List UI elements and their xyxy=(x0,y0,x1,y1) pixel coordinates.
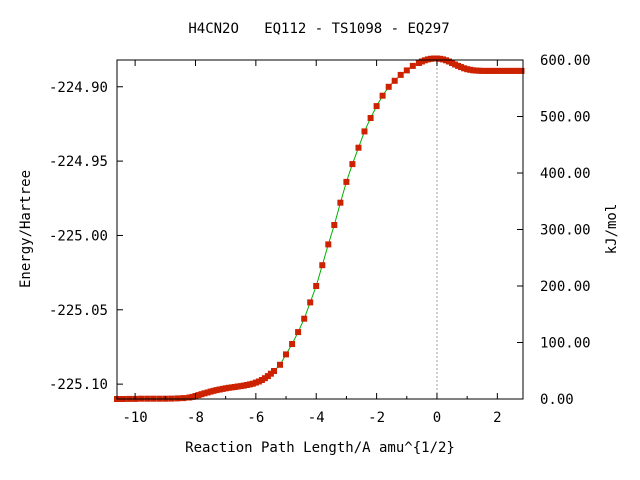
y2-tick-label: 600.00 xyxy=(540,53,591,69)
data-point xyxy=(355,144,362,151)
data-point xyxy=(301,315,308,322)
data-point xyxy=(313,283,320,289)
y2-tick-label: 200.00 xyxy=(540,279,591,295)
y2-tick-label: 400.00 xyxy=(540,166,591,182)
y2-tick-label: 0.00 xyxy=(540,392,574,408)
data-point xyxy=(271,368,277,374)
data-point xyxy=(518,67,525,74)
y2-tick-label: 500.00 xyxy=(540,110,591,126)
data-point xyxy=(367,115,374,121)
data-point xyxy=(427,55,434,62)
data-point xyxy=(361,128,368,135)
data-point xyxy=(409,62,416,69)
data-point xyxy=(180,395,187,402)
data-point xyxy=(337,199,344,206)
y-axis-ticks: -224.90 -224.95 -225.00 -225.05 -225.10 xyxy=(49,80,123,393)
data-point xyxy=(283,351,289,358)
x-axis-ticks: -10 -8 -6 -4 -2 0 2 xyxy=(122,60,502,426)
data-point xyxy=(461,65,468,72)
x-tick-label: -6 xyxy=(247,410,264,426)
data-point xyxy=(201,390,208,397)
data-point xyxy=(216,386,223,393)
x-tick-label: 0 xyxy=(433,410,441,426)
y2-axis-label: kJ/mol xyxy=(604,204,620,255)
data-point xyxy=(397,71,404,78)
data-point xyxy=(277,361,283,368)
data-point xyxy=(267,370,274,377)
chart-title: H4CN2O EQ112 - TS1098 - EQ297 xyxy=(188,21,449,37)
data-point xyxy=(403,67,410,74)
data-point xyxy=(446,58,452,65)
y-tick-label: -224.95 xyxy=(49,154,108,170)
y2-axis-ticks: 0.00 100.00 200.00 300.00 400.00 500.00 600.00 xyxy=(517,53,591,408)
data-point xyxy=(295,329,302,336)
data-point xyxy=(234,383,241,390)
data-point xyxy=(307,299,314,306)
y-tick-label: -225.00 xyxy=(49,228,108,244)
data-point xyxy=(249,380,256,387)
x-tick-label: -10 xyxy=(122,410,147,426)
data-point xyxy=(373,103,380,110)
y2-tick-label: 300.00 xyxy=(540,223,591,239)
y-tick-label: -225.05 xyxy=(49,303,108,319)
x-tick-label: -2 xyxy=(368,410,385,426)
data-point xyxy=(509,67,516,74)
x-tick-label: -8 xyxy=(187,410,204,426)
x-tick-label: -4 xyxy=(308,410,325,426)
x-axis-label: Reaction Path Length/A amu^{1/2} xyxy=(185,440,455,456)
data-point xyxy=(385,83,392,90)
data-point xyxy=(479,67,486,74)
data-point xyxy=(343,178,350,185)
y-tick-label: -225.10 xyxy=(49,377,108,393)
data-point xyxy=(319,262,326,269)
data-point xyxy=(186,394,193,401)
data-point xyxy=(379,92,386,99)
y2-tick-label: 100.00 xyxy=(540,336,591,352)
data-point xyxy=(174,395,181,402)
data-point xyxy=(325,241,332,248)
data-point xyxy=(289,341,296,347)
data-point xyxy=(349,161,356,168)
y-tick-label: -224.90 xyxy=(49,80,108,96)
data-point xyxy=(494,67,501,74)
x-tick-label: 2 xyxy=(493,410,501,426)
data-point xyxy=(391,77,398,84)
y-axis-label: Energy/Hartree xyxy=(18,170,34,288)
data-point xyxy=(331,222,338,228)
